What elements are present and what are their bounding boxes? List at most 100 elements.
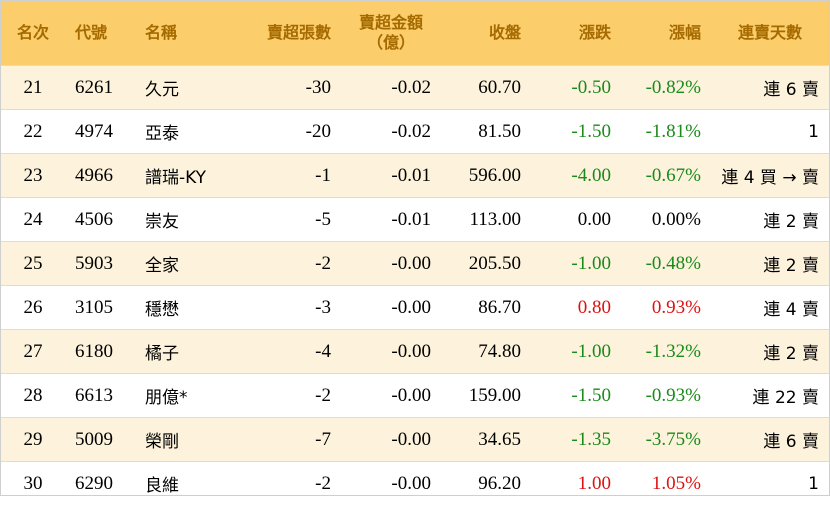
- header-net-sell-amount-line1: 賣超金額: [351, 13, 431, 33]
- name-cell: 橘子: [135, 330, 241, 374]
- consecutive-days-cell: 1: [711, 462, 829, 505]
- change-pct-cell: 1.05%: [621, 462, 711, 505]
- net-sell-amount-cell: -0.00: [341, 418, 441, 462]
- net-sell-amount-cell: -0.00: [341, 330, 441, 374]
- rank-cell: 21: [1, 66, 65, 110]
- net-sell-amount-cell: -0.00: [341, 242, 441, 286]
- net-sell-amount-cell: -0.02: [341, 66, 441, 110]
- change-cell: -1.50: [531, 110, 621, 154]
- close-cell: 596.00: [441, 154, 531, 198]
- header-change-pct[interactable]: 漲幅: [621, 1, 711, 66]
- net-sell-amount-cell: -0.01: [341, 154, 441, 198]
- close-cell: 81.50: [441, 110, 531, 154]
- net-sell-amount-cell: -0.00: [341, 286, 441, 330]
- close-cell: 113.00: [441, 198, 531, 242]
- net-sell-lots-cell: -1: [241, 154, 341, 198]
- rank-cell: 24: [1, 198, 65, 242]
- code-cell: 5903: [65, 242, 135, 286]
- consecutive-days-cell: 連 2 賣: [711, 198, 829, 242]
- rank-cell: 22: [1, 110, 65, 154]
- consecutive-days-cell: 連 6 賣: [711, 66, 829, 110]
- net-sell-lots-cell: -7: [241, 418, 341, 462]
- net-sell-lots-cell: -4: [241, 330, 341, 374]
- net-sell-amount-cell: -0.00: [341, 374, 441, 418]
- close-cell: 205.50: [441, 242, 531, 286]
- consecutive-days-cell: 1: [711, 110, 829, 154]
- header-net-sell-amount[interactable]: 賣超金額 （億）: [341, 1, 441, 66]
- code-cell: 3105: [65, 286, 135, 330]
- change-cell: -1.35: [531, 418, 621, 462]
- name-cell: 全家: [135, 242, 241, 286]
- header-change[interactable]: 漲跌: [531, 1, 621, 66]
- change-cell: 0.00: [531, 198, 621, 242]
- header-close[interactable]: 收盤: [441, 1, 531, 66]
- change-pct-cell: -0.67%: [621, 154, 711, 198]
- consecutive-days-cell: 連 6 賣: [711, 418, 829, 462]
- change-pct-cell: -0.93%: [621, 374, 711, 418]
- net-sell-lots-cell: -5: [241, 198, 341, 242]
- code-cell: 6261: [65, 66, 135, 110]
- close-cell: 86.70: [441, 286, 531, 330]
- code-cell: 6180: [65, 330, 135, 374]
- rank-cell: 25: [1, 242, 65, 286]
- change-pct-cell: -3.75%: [621, 418, 711, 462]
- rank-cell: 29: [1, 418, 65, 462]
- net-sell-lots-cell: -2: [241, 462, 341, 505]
- header-consecutive-days[interactable]: 連賣天數: [711, 1, 829, 66]
- rank-cell: 30: [1, 462, 65, 505]
- name-cell: 久元: [135, 66, 241, 110]
- header-name[interactable]: 名稱: [135, 1, 241, 66]
- code-cell: 4966: [65, 154, 135, 198]
- consecutive-days-cell: 連 2 賣: [711, 330, 829, 374]
- net-sell-lots-cell: -2: [241, 242, 341, 286]
- net-sell-amount-cell: -0.02: [341, 110, 441, 154]
- rank-cell: 27: [1, 330, 65, 374]
- header-code[interactable]: 代號: [65, 1, 135, 66]
- net-sell-amount-cell: -0.01: [341, 198, 441, 242]
- code-cell: 6613: [65, 374, 135, 418]
- consecutive-days-cell: 連 2 賣: [711, 242, 829, 286]
- net-sell-lots-cell: -3: [241, 286, 341, 330]
- name-cell: 崇友: [135, 198, 241, 242]
- net-sell-amount-cell: -0.00: [341, 462, 441, 505]
- close-cell: 34.65: [441, 418, 531, 462]
- close-cell: 159.00: [441, 374, 531, 418]
- header-net-sell-lots[interactable]: 賣超張數: [241, 1, 341, 66]
- change-cell: -0.50: [531, 66, 621, 110]
- consecutive-days-cell: 連 4 賣: [711, 286, 829, 330]
- change-pct-cell: 0.93%: [621, 286, 711, 330]
- change-pct-cell: -0.48%: [621, 242, 711, 286]
- name-cell: 良維: [135, 462, 241, 505]
- consecutive-days-cell: 連 4 買 → 賣: [711, 154, 829, 198]
- change-pct-cell: -1.32%: [621, 330, 711, 374]
- code-cell: 6290: [65, 462, 135, 505]
- net-sell-lots-cell: -2: [241, 374, 341, 418]
- code-cell: 4506: [65, 198, 135, 242]
- close-cell: 60.70: [441, 66, 531, 110]
- close-cell: 96.20: [441, 462, 531, 505]
- rank-cell: 28: [1, 374, 65, 418]
- net-sell-lots-cell: -20: [241, 110, 341, 154]
- net-sell-lots-cell: -30: [241, 66, 341, 110]
- header-net-sell-amount-line2: （億）: [351, 33, 431, 53]
- change-pct-cell: 0.00%: [621, 198, 711, 242]
- change-cell: 0.80: [531, 286, 621, 330]
- header-rank[interactable]: 名次: [1, 1, 65, 66]
- rank-cell: 26: [1, 286, 65, 330]
- change-cell: -1.00: [531, 242, 621, 286]
- name-cell: 穩懋: [135, 286, 241, 330]
- change-pct-cell: -1.81%: [621, 110, 711, 154]
- header-row: 名次 代號 名稱 賣超張數 賣超金額 （億） 收盤 漲跌 漲幅 連賣天數: [1, 1, 829, 66]
